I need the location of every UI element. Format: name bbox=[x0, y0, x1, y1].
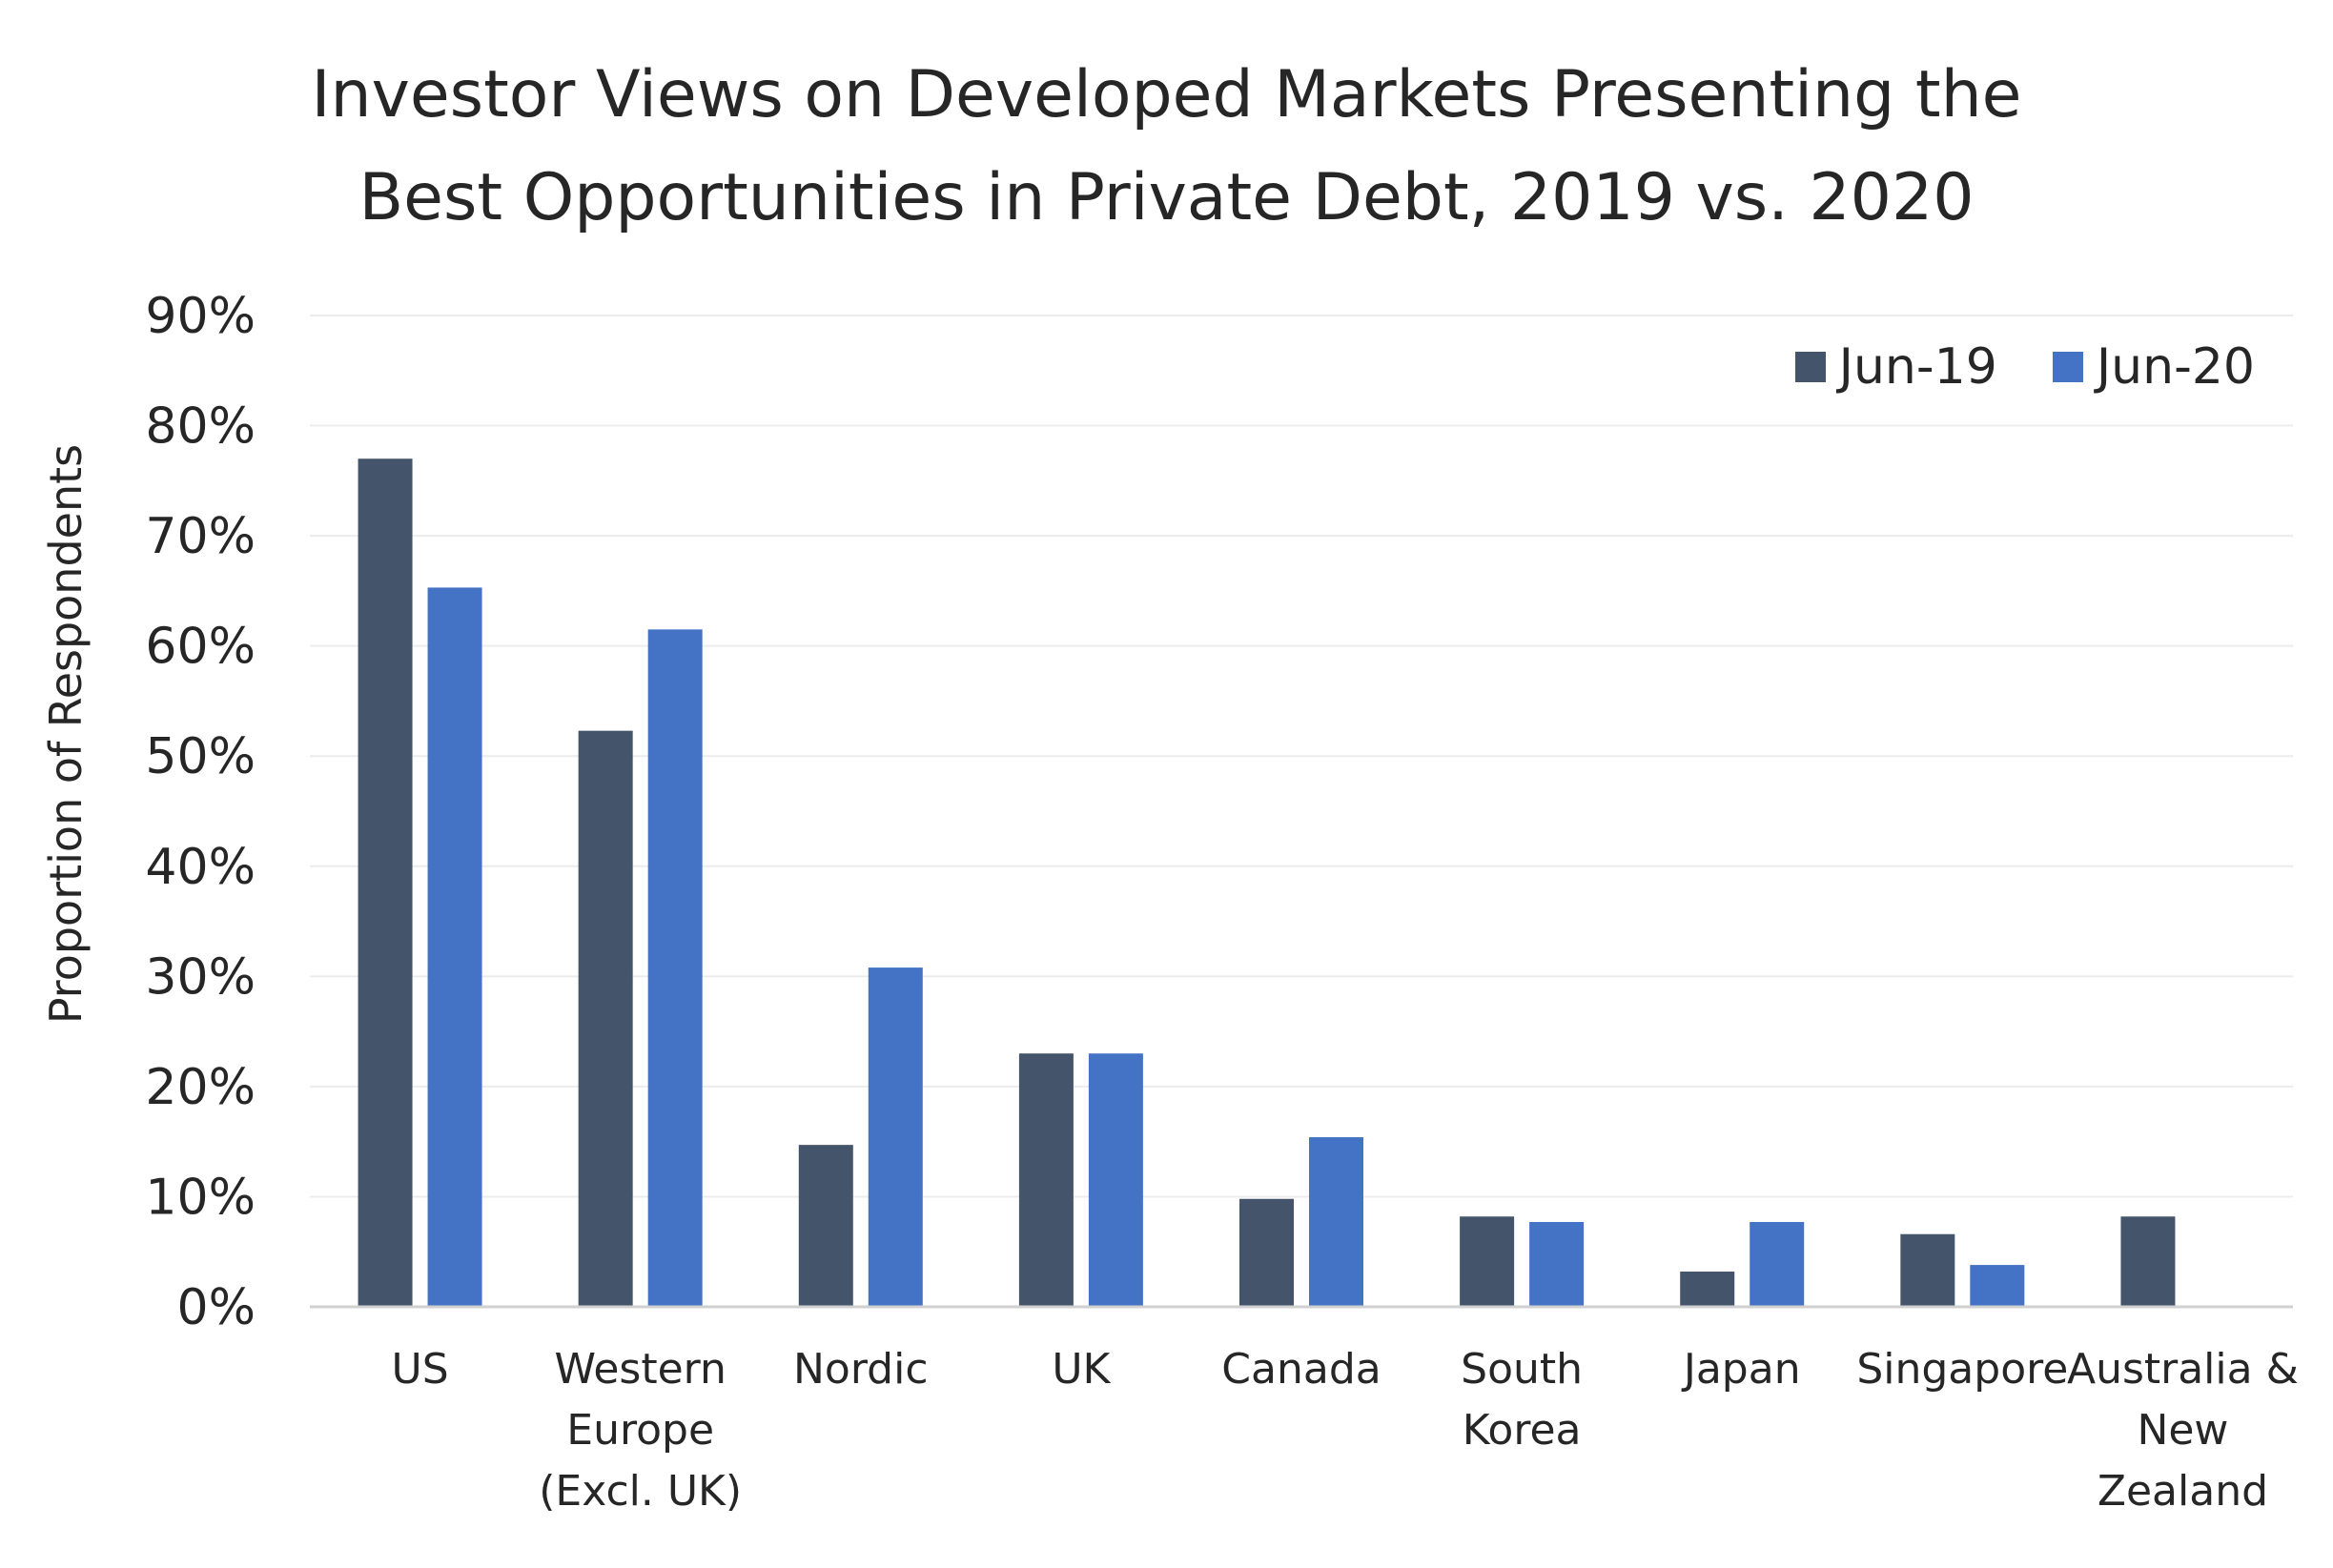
x-tick-label: South bbox=[1461, 1345, 1583, 1394]
bar-jun-19-7 bbox=[1900, 1233, 1955, 1307]
bar-jun-20-3 bbox=[1088, 1053, 1143, 1307]
legend-swatch-jun-19 bbox=[1794, 352, 1826, 382]
legend: Jun-19 Jun-20 bbox=[1740, 338, 2255, 396]
bar-jun-19-0 bbox=[358, 458, 413, 1307]
x-tick-label: Western bbox=[554, 1345, 726, 1394]
bar-jun-20-7 bbox=[1970, 1265, 2025, 1307]
chart-title-line-2: Best Opportunities in Private Debt, 2019… bbox=[358, 160, 1975, 235]
x-tick-label: New bbox=[2137, 1406, 2228, 1455]
x-tick-label: (Excl. UK) bbox=[539, 1467, 742, 1516]
y-tick-label: 10% bbox=[145, 1169, 256, 1226]
bar-jun-20-5 bbox=[1529, 1222, 1585, 1307]
y-tick-label: 20% bbox=[145, 1059, 256, 1116]
legend-label-jun-19: Jun-19 bbox=[1838, 338, 1997, 396]
legend-item-jun-20: Jun-20 bbox=[2052, 338, 2255, 396]
x-tick-label: Korea bbox=[1463, 1406, 1582, 1455]
y-tick-label: 80% bbox=[145, 398, 256, 456]
bar-jun-19-5 bbox=[1460, 1216, 1515, 1307]
x-tick-label: Europe bbox=[566, 1406, 714, 1455]
y-tick-label: 70% bbox=[145, 508, 256, 565]
bar-jun-19-4 bbox=[1239, 1198, 1294, 1307]
bar-jun-20-0 bbox=[427, 587, 482, 1307]
x-tick-label: US bbox=[391, 1345, 448, 1394]
bar-jun-20-2 bbox=[868, 967, 923, 1307]
chart-title-line-1: Investor Views on Developed Markets Pres… bbox=[311, 57, 2022, 132]
y-tick-label: 50% bbox=[145, 728, 256, 785]
x-tick-label: Australia & bbox=[2067, 1345, 2299, 1394]
bar-jun-19-3 bbox=[1018, 1053, 1074, 1307]
bar-jun-20-1 bbox=[647, 629, 703, 1307]
gridlines bbox=[310, 315, 2293, 1198]
y-tick-label: 0% bbox=[177, 1279, 256, 1336]
x-tick-label: UK bbox=[1052, 1345, 1111, 1394]
y-tick-label: 40% bbox=[145, 839, 256, 896]
x-tick-label: Zealand bbox=[2098, 1467, 2268, 1516]
y-tick-label: 30% bbox=[145, 948, 256, 1006]
y-tick-label: 60% bbox=[145, 619, 256, 676]
x-tick-label: Canada bbox=[1221, 1345, 1381, 1394]
legend-label-jun-20: Jun-20 bbox=[2096, 338, 2255, 396]
bar-jun-20-6 bbox=[1750, 1222, 1805, 1307]
y-tick-label: 90% bbox=[145, 288, 256, 345]
x-tick-label: Japan bbox=[1681, 1345, 1801, 1394]
bar-jun-19-6 bbox=[1680, 1272, 1735, 1307]
legend-swatch-jun-20 bbox=[2052, 352, 2083, 382]
bar-jun-20-4 bbox=[1309, 1137, 1363, 1307]
bar-jun-19-1 bbox=[578, 730, 633, 1307]
bars bbox=[358, 458, 2176, 1307]
x-axis-ticks: US Western Europe (Excl. UK) Nordic UK Canada S… bbox=[391, 1345, 2298, 1516]
x-tick-label: Nordic bbox=[793, 1345, 929, 1394]
x-tick-label: Singapore bbox=[1856, 1345, 2068, 1394]
bar-jun-19-2 bbox=[798, 1145, 853, 1307]
y-axis-ticks: 0% 10% 20% 30% 40% 50% 60% 70% 80% 90% bbox=[145, 288, 256, 1336]
legend-item-jun-19: Jun-19 bbox=[1794, 338, 1997, 396]
chart-title: Investor Views on Developed Markets Pres… bbox=[0, 44, 2333, 250]
bar-jun-19-8 bbox=[2120, 1216, 2176, 1307]
